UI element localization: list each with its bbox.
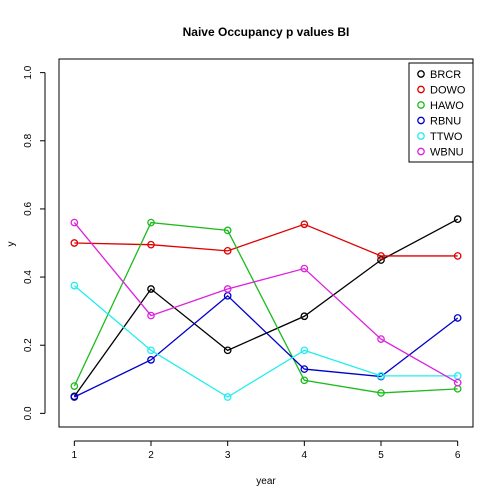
data-point <box>300 312 309 321</box>
data-point <box>223 393 232 401</box>
legend-marker <box>417 85 425 94</box>
y-tick-label: 0.0 <box>23 406 34 420</box>
series-wbnu <box>70 218 462 387</box>
legend-item: WBNU <box>417 147 464 159</box>
data-point <box>300 365 309 373</box>
plot-frame <box>58 58 474 428</box>
data-point <box>147 285 155 293</box>
data-point <box>70 218 79 227</box>
x-tick-label: 4 <box>302 450 308 461</box>
legend-marker <box>417 70 425 78</box>
chart-title: Naive Occupancy p values BI <box>183 25 350 39</box>
data-point <box>377 256 385 264</box>
legend-item: HAWO <box>417 100 464 112</box>
data-point <box>147 346 155 355</box>
legend-marker <box>417 116 425 125</box>
data-point <box>223 346 232 355</box>
data-point <box>377 335 385 343</box>
legend-label: HAWO <box>430 100 464 112</box>
legend-item: TTWO <box>417 131 463 143</box>
data-point <box>453 215 462 223</box>
series-line <box>74 223 458 257</box>
series-line <box>73 221 458 394</box>
y-tick-label: 0.2 <box>23 338 34 352</box>
series-brcr <box>70 215 462 401</box>
x-axis-label: year <box>256 476 276 487</box>
series-line <box>73 222 458 384</box>
series-line <box>74 294 459 398</box>
series-dowo <box>70 220 462 260</box>
data-point <box>70 382 79 390</box>
data-point <box>300 376 309 385</box>
x-tick-label: 3 <box>225 450 231 461</box>
legend-box <box>408 62 474 163</box>
data-point <box>453 252 462 260</box>
data-point <box>300 220 309 229</box>
x-tick-label: 6 <box>455 450 461 461</box>
data-point <box>223 285 232 293</box>
data-point <box>147 356 155 364</box>
data-point <box>147 218 155 227</box>
legend-marker <box>417 101 425 109</box>
y-tick-label: 1.0 <box>23 65 34 79</box>
data-point <box>453 378 462 387</box>
legend-label: RBNU <box>430 116 461 128</box>
legend-label: DOWO <box>430 85 466 97</box>
legend-label: BRCR <box>430 69 461 81</box>
y-axis-label: y <box>6 242 17 247</box>
data-point <box>300 264 309 273</box>
y-tick-label: 0.6 <box>23 202 34 216</box>
series-layer <box>70 215 462 401</box>
legend-marker <box>417 147 425 156</box>
series-ttwo <box>70 281 462 401</box>
legend-label: WBNU <box>430 147 464 159</box>
data-point <box>70 281 79 290</box>
legend-item: RBNU <box>417 116 461 128</box>
legend-label: TTWO <box>430 131 463 143</box>
data-point <box>223 226 232 235</box>
series-line <box>73 285 458 398</box>
data-point <box>70 393 79 401</box>
legend-item: DOWO <box>417 85 466 97</box>
legend: BRCR DOWO HAWO RBNU TTWO WBNU <box>408 62 474 163</box>
legend-item: BRCR <box>417 69 461 81</box>
y-tick-label: 0.4 <box>23 270 34 284</box>
data-point <box>377 389 385 397</box>
data-point <box>377 252 385 260</box>
data-point <box>453 314 462 322</box>
legend-marker <box>417 132 425 140</box>
data-point <box>147 311 155 320</box>
x-tick-label: 2 <box>148 450 154 461</box>
x-tick-label: 5 <box>378 450 384 461</box>
x-tick-label: 1 <box>72 450 78 461</box>
y-tick-label: 0.8 <box>23 133 34 147</box>
data-point <box>300 346 309 355</box>
data-point <box>70 239 79 247</box>
data-point <box>223 246 232 255</box>
data-point <box>377 372 385 380</box>
axes: 1 2 3 4 5 6 0.0 0.2 0.4 0.6 0.8 1.0 <box>23 65 461 461</box>
data-point <box>147 240 155 249</box>
series-rbnu <box>70 291 462 401</box>
